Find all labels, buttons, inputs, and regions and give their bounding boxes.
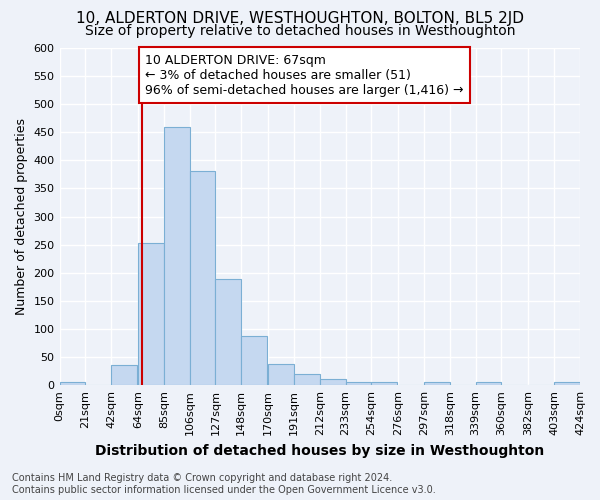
- Bar: [164, 126, 190, 385]
- Y-axis label: Number of detached properties: Number of detached properties: [15, 118, 28, 315]
- Bar: [241, 336, 267, 385]
- Bar: [320, 379, 346, 385]
- Bar: [59, 382, 85, 385]
- Text: Size of property relative to detached houses in Westhoughton: Size of property relative to detached ho…: [85, 24, 515, 38]
- Bar: [424, 382, 450, 385]
- Bar: [346, 382, 371, 385]
- Bar: [476, 382, 502, 385]
- Text: Contains HM Land Registry data © Crown copyright and database right 2024.
Contai: Contains HM Land Registry data © Crown c…: [12, 474, 436, 495]
- Bar: [371, 382, 397, 385]
- Bar: [268, 364, 294, 385]
- X-axis label: Distribution of detached houses by size in Westhoughton: Distribution of detached houses by size …: [95, 444, 544, 458]
- Bar: [554, 382, 580, 385]
- Bar: [215, 279, 241, 385]
- Bar: [138, 243, 164, 385]
- Bar: [190, 171, 215, 385]
- Bar: [111, 365, 137, 385]
- Text: 10, ALDERTON DRIVE, WESTHOUGHTON, BOLTON, BL5 2JD: 10, ALDERTON DRIVE, WESTHOUGHTON, BOLTON…: [76, 11, 524, 26]
- Text: 10 ALDERTON DRIVE: 67sqm
← 3% of detached houses are smaller (51)
96% of semi-de: 10 ALDERTON DRIVE: 67sqm ← 3% of detache…: [145, 54, 464, 96]
- Bar: [294, 374, 320, 385]
